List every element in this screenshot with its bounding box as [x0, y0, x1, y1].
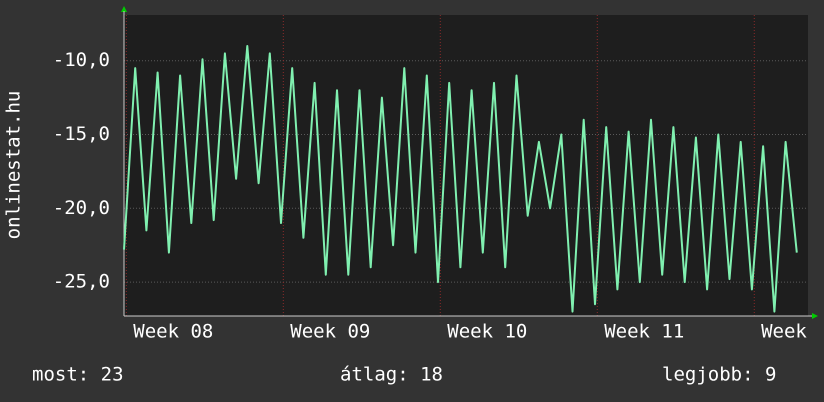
y-axis-title: onlinestat.hu	[3, 91, 25, 240]
y-tick-label: -15,0	[53, 123, 110, 145]
x-tick-label: Week	[761, 321, 807, 343]
y-tick-label: -25,0	[53, 271, 110, 293]
footer-now: most: 23	[32, 364, 124, 386]
footer-best: legjobb: 9	[662, 364, 776, 386]
x-tick-label: Week 10	[447, 321, 527, 343]
x-tick-label: Week 09	[290, 321, 370, 343]
y-tick-label: -10,0	[53, 49, 110, 71]
x-tick-label: Week 08	[133, 321, 213, 343]
footer-avg: átlag: 18	[340, 364, 443, 386]
axis-arrow	[121, 6, 127, 12]
y-tick-label: -20,0	[53, 197, 110, 219]
axis-arrow	[812, 313, 818, 319]
x-tick-label: Week 11	[604, 321, 684, 343]
data-line	[123, 45, 798, 313]
